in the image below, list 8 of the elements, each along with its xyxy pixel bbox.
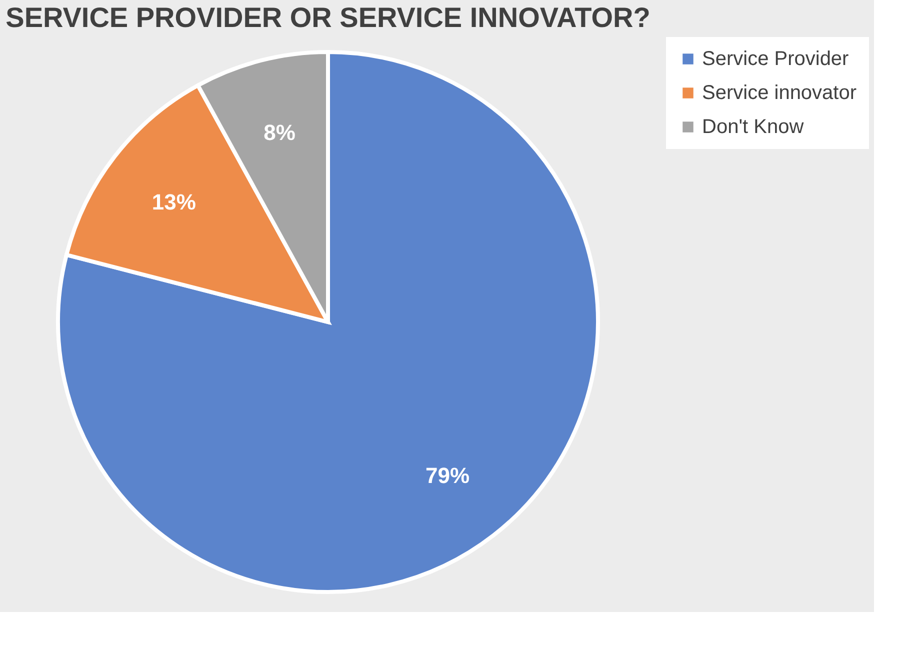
legend-label: Service innovator — [702, 82, 857, 104]
chart-title: SERVICE PROVIDER OR SERVICE INNOVATOR? — [6, 2, 650, 33]
legend-label: Don't Know — [702, 116, 804, 138]
data-label: 8% — [264, 120, 296, 146]
data-label: 13% — [152, 189, 196, 214]
pie-slice — [56, 50, 600, 594]
legend-label: Service Provider — [702, 48, 850, 70]
data-label: 79% — [425, 463, 470, 488]
